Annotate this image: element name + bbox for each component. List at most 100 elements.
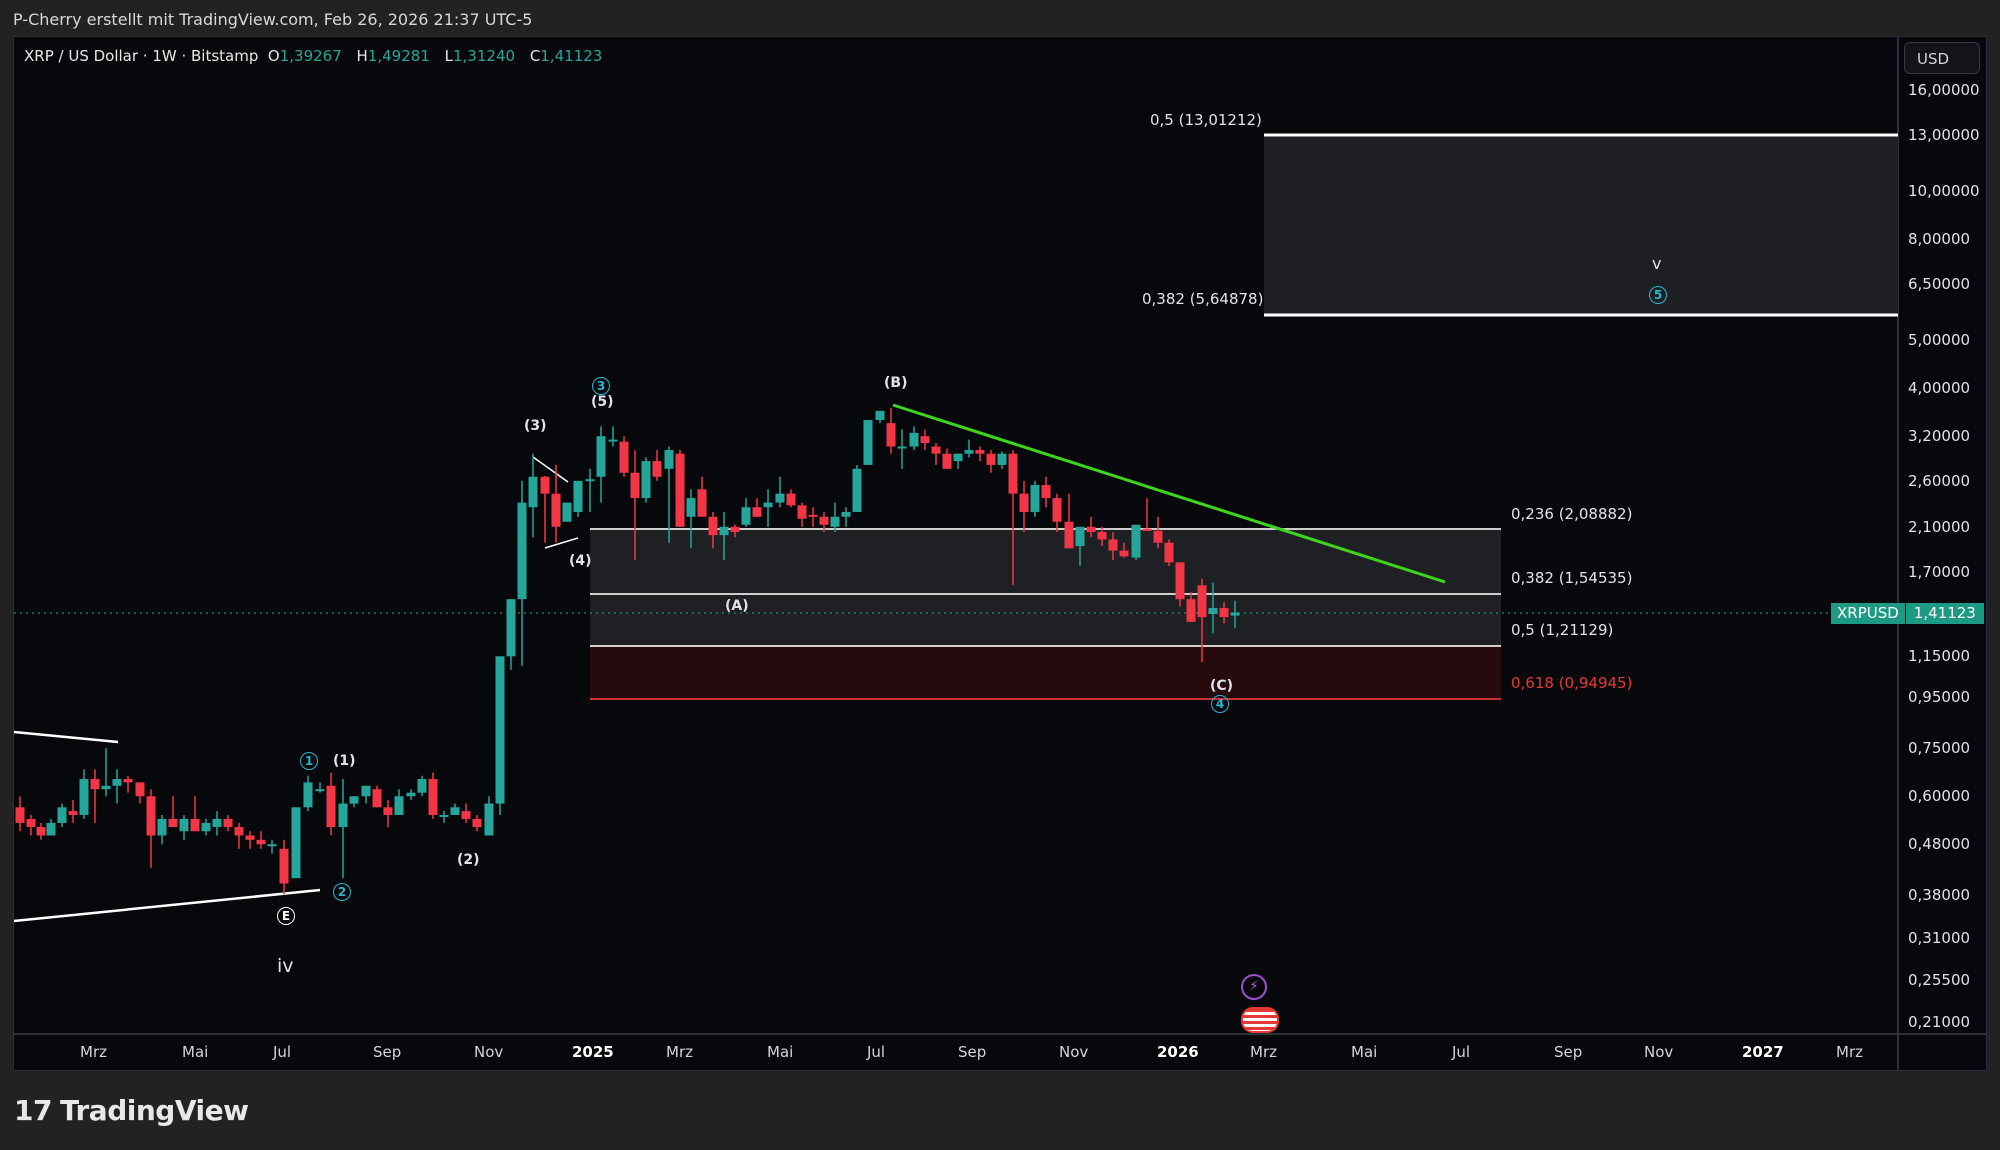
descending-trendline xyxy=(892,403,1446,584)
candle xyxy=(484,803,494,836)
open-value: 1,39267 xyxy=(279,47,342,65)
currency-button[interactable]: USD xyxy=(1904,42,1980,74)
time-tick: 2026 xyxy=(1157,1043,1199,1061)
candle xyxy=(786,493,796,506)
price-tick: 0,21000 xyxy=(1908,1013,1971,1032)
candle xyxy=(417,779,427,793)
fib-zone-upper xyxy=(1264,135,1898,315)
last-price-symbol: XRPUSD xyxy=(1831,603,1905,624)
candle xyxy=(540,476,550,494)
candle xyxy=(361,785,371,797)
price-tick: 3,20000 xyxy=(1908,427,1971,446)
candle xyxy=(303,782,313,808)
time-tick: Sep xyxy=(373,1043,402,1061)
candle xyxy=(291,807,301,879)
candle xyxy=(1219,607,1229,618)
candle xyxy=(472,818,482,828)
candle xyxy=(1086,526,1096,532)
candle xyxy=(562,502,572,522)
time-tick: Mrz xyxy=(1250,1043,1277,1061)
candle xyxy=(517,502,527,600)
candle xyxy=(920,436,930,444)
last-price-badge: XRPUSD 1,41123 xyxy=(1831,603,1984,624)
candle xyxy=(641,461,651,499)
candle xyxy=(1064,521,1074,549)
wave-label-iv: iv xyxy=(277,955,294,977)
candle xyxy=(596,436,606,477)
price-tick: 2,10000 xyxy=(1908,517,1971,536)
candle xyxy=(223,818,233,828)
candle xyxy=(573,480,583,512)
price-tick: 5,00000 xyxy=(1908,331,1971,350)
candle xyxy=(157,818,167,836)
time-tick: Jul xyxy=(867,1043,886,1061)
candle xyxy=(819,516,829,525)
candle xyxy=(808,514,818,517)
candle xyxy=(36,827,46,836)
symbol-title: XRP / US Dollar · 1W · Bitstamp xyxy=(24,47,259,65)
candle xyxy=(112,779,122,786)
candle xyxy=(326,785,336,828)
candle xyxy=(1119,550,1129,557)
candle xyxy=(428,779,438,815)
price-tick: 0,75000 xyxy=(1908,739,1971,758)
price-tick: 10,00000 xyxy=(1908,182,1980,201)
wave-label-C: (C) xyxy=(1210,678,1234,694)
candle xyxy=(439,814,449,817)
time-tick: Sep xyxy=(958,1043,987,1061)
candle xyxy=(101,785,111,790)
candle xyxy=(57,807,67,823)
tradingview-logo[interactable]: 17 TradingView xyxy=(14,1094,249,1127)
symbol-legend: XRP / US Dollar · 1W · Bitstamp O1,39267… xyxy=(24,47,603,65)
candle xyxy=(863,420,873,465)
candle xyxy=(135,782,145,797)
candle xyxy=(168,818,178,828)
candle xyxy=(256,839,266,845)
candle xyxy=(686,498,696,517)
wave-label-E: E xyxy=(277,907,295,925)
candle xyxy=(830,516,840,527)
price-tick: 13,00000 xyxy=(1908,125,1980,144)
time-tick: Mrz xyxy=(1836,1043,1863,1061)
time-tick: Mai xyxy=(767,1043,794,1061)
candle xyxy=(697,489,707,517)
wave-label-2: (2) xyxy=(457,852,480,868)
candle xyxy=(383,807,393,815)
candle xyxy=(406,792,416,797)
time-tick: 2027 xyxy=(1742,1043,1784,1061)
candle xyxy=(372,789,382,808)
candle xyxy=(190,818,200,832)
candle xyxy=(664,450,674,469)
candle xyxy=(279,848,289,884)
wave-label-1: (1) xyxy=(333,753,356,769)
time-tick: Jul xyxy=(1452,1043,1471,1061)
us-flag-event-icon[interactable] xyxy=(1241,1007,1279,1033)
high-value: 1,49281 xyxy=(367,47,430,65)
candle xyxy=(752,507,762,517)
candle xyxy=(986,453,996,465)
candle xyxy=(630,472,640,499)
price-tick: 16,00000 xyxy=(1908,81,1980,99)
candle xyxy=(1186,599,1196,622)
time-tick: Nov xyxy=(1059,1043,1089,1061)
candle xyxy=(79,779,89,815)
attribution-header: P-Cherry erstellt mit TradingView.com, F… xyxy=(13,10,533,29)
low-value: 1,31240 xyxy=(453,47,516,65)
candle xyxy=(450,807,460,815)
candle xyxy=(1052,498,1062,522)
fib-label: 0,382 (1,54535) xyxy=(1511,569,1633,587)
candle xyxy=(841,511,851,517)
candle xyxy=(741,507,751,525)
lightning-event-icon[interactable]: ⚡ xyxy=(1241,974,1267,1000)
wave-label-v: v xyxy=(1652,254,1662,273)
candle xyxy=(909,432,919,447)
candle xyxy=(349,796,359,804)
candle xyxy=(997,453,1007,465)
candle xyxy=(146,796,156,836)
fib-label: 0,5 (1,21129) xyxy=(1511,621,1614,639)
candle xyxy=(68,811,78,815)
candle xyxy=(797,505,807,519)
price-tick: 0,31000 xyxy=(1908,929,1971,948)
candle xyxy=(619,441,629,473)
